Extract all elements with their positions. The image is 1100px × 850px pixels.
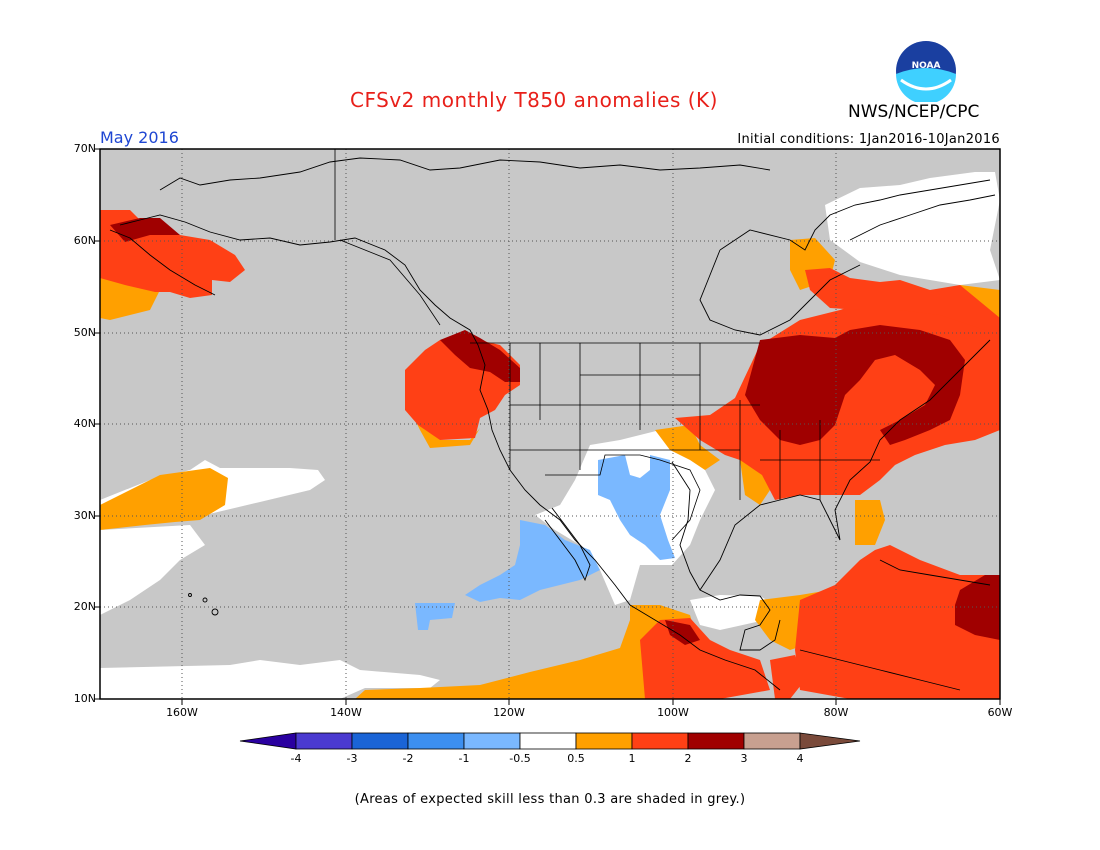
- colorbar-swatch: [351, 732, 409, 750]
- coastlines: [109, 157, 996, 691]
- warm-anomaly-region: [100, 468, 228, 530]
- lon-label: 60W: [987, 706, 1013, 719]
- warm-anomaly-region: [855, 500, 885, 545]
- lon-label: 120W: [493, 706, 525, 719]
- colorbar-label: -3: [346, 752, 358, 765]
- colorbar-swatch: [631, 732, 689, 750]
- lat-label: 40N: [73, 417, 96, 430]
- colorbar-label: 4: [796, 752, 804, 765]
- lat-label: 20N: [73, 600, 96, 613]
- colorbar-label: -1: [458, 752, 470, 765]
- colorbar-swatch: [687, 732, 745, 750]
- warm-anomaly-region: [110, 218, 180, 242]
- colorbar-label: 3: [740, 752, 748, 765]
- colorbar-arrow-high: [799, 732, 861, 750]
- cold-anomaly-region: [415, 603, 455, 630]
- colorbar-arrow-low: [239, 732, 297, 750]
- colorbar-label: 1: [628, 752, 636, 765]
- colorbar-swatch: [407, 732, 465, 750]
- cold-anomaly-region: [598, 455, 675, 560]
- warm-anomaly-region: [795, 545, 1000, 699]
- lon-label: 160W: [166, 706, 198, 719]
- warm-anomaly-region: [355, 605, 700, 699]
- noaa-logo: NOAA: [896, 41, 956, 102]
- warm-anomaly-region: [655, 425, 720, 470]
- lon-label: 140W: [330, 706, 362, 719]
- lon-label: 80W: [823, 706, 849, 719]
- colorbar-label: 2: [684, 752, 692, 765]
- colorbar-swatch: [575, 732, 633, 750]
- political-borders: [334, 149, 880, 541]
- initial-conditions: Initial conditions: 1Jan2016-10Jan2016: [737, 132, 1000, 147]
- warm-anomaly-region: [955, 575, 1000, 640]
- warm-anomaly-region: [745, 325, 965, 445]
- colorbar-label: -4: [290, 752, 302, 765]
- lat-label: 10N: [73, 692, 96, 705]
- neutral-region: [690, 595, 775, 630]
- neutral-region: [100, 660, 440, 699]
- warm-anomaly-region: [405, 400, 480, 448]
- warm-anomaly-region: [665, 620, 700, 645]
- footnote: (Areas of expected skill less than 0.3 a…: [354, 792, 746, 807]
- agency-label: NWS/NCEP/CPC: [848, 102, 980, 122]
- colorbar-swatch: [463, 732, 521, 750]
- colorbar-swatch: [519, 732, 577, 750]
- neutral-region: [100, 525, 205, 615]
- lat-label: 50N: [73, 326, 96, 339]
- lat-label: 70N: [73, 142, 96, 155]
- axis-ticks: [94, 148, 1001, 705]
- colorbar: [239, 732, 861, 750]
- colorbar-swatch: [295, 732, 353, 750]
- colorbar-label: 0.5: [567, 752, 585, 765]
- colorbar-swatch: [743, 732, 801, 750]
- colorbar-label: -2: [402, 752, 414, 765]
- warm-anomaly-region: [770, 655, 805, 699]
- lat-label: 30N: [73, 509, 96, 522]
- noaa-logo-text: NOAA: [912, 61, 941, 71]
- colorbar-label: -0.5: [509, 752, 531, 765]
- cold-anomaly-region: [465, 520, 600, 602]
- warm-anomaly-region: [805, 268, 1000, 335]
- lat-label: 60N: [73, 234, 96, 247]
- warm-anomaly-region: [640, 618, 770, 699]
- lon-label: 100W: [657, 706, 689, 719]
- neutral-region: [825, 172, 1000, 285]
- chart-title: CFSv2 monthly T850 anomalies (K): [350, 88, 718, 112]
- forecast-month: May 2016: [100, 128, 179, 147]
- warm-anomaly-region: [440, 330, 520, 382]
